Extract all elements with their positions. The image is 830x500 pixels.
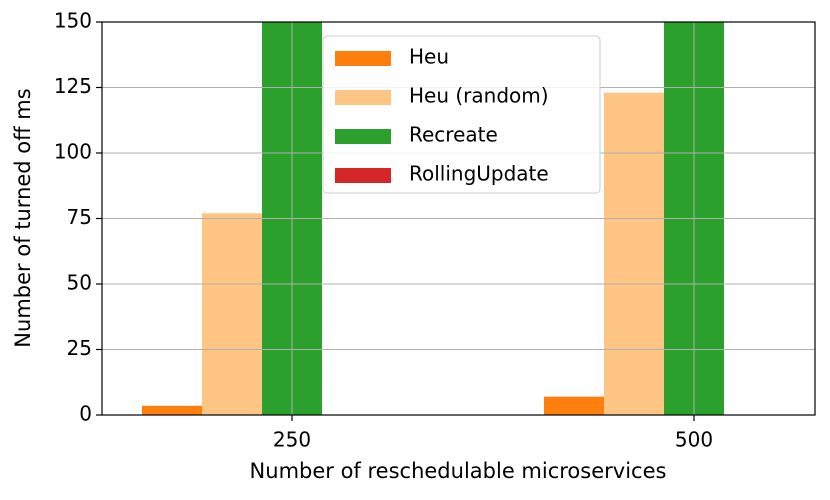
legend-label: Recreate (409, 123, 498, 147)
bar (544, 396, 604, 415)
bar (142, 405, 202, 415)
x-tick-label: 500 (675, 428, 713, 452)
y-tick-label: 125 (54, 74, 92, 98)
y-tick-label: 50 (67, 271, 92, 295)
x-axis-label: Number of reschedulable microservices (250, 459, 667, 483)
y-tick-label: 150 (54, 9, 92, 33)
legend-swatch (335, 168, 391, 183)
bar (202, 213, 262, 415)
legend-label: Heu (random) (409, 84, 549, 108)
legend-swatch (335, 90, 391, 105)
y-axis-label: Number of turned off ms (11, 88, 35, 347)
legend-box (322, 35, 601, 194)
legend-swatch (335, 129, 391, 144)
bar (604, 92, 664, 415)
legend-label: RollingUpdate (409, 162, 549, 186)
axes-frame (101, 21, 816, 416)
y-tick-label: 25 (67, 336, 92, 360)
y-tick-label: 0 (79, 402, 92, 426)
legend-swatch (335, 51, 391, 66)
y-tick-label: 100 (54, 140, 92, 164)
y-tick-label: 75 (67, 205, 92, 229)
legend-label: Heu (409, 45, 449, 69)
x-tick-label: 250 (273, 428, 311, 452)
